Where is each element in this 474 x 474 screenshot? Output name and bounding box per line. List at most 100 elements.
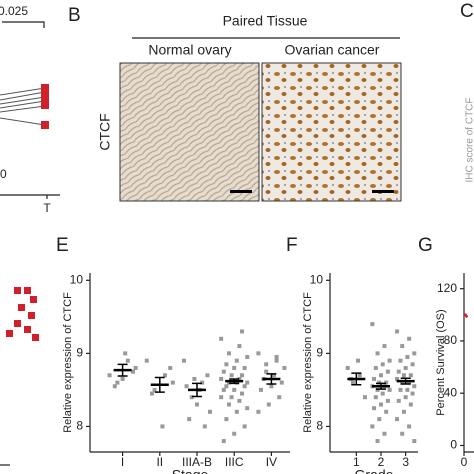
data-point (407, 380, 412, 385)
data-point (189, 395, 194, 400)
axis-title: Percent Survival (OS) (435, 309, 447, 415)
x-tick-label: IIIA-B (182, 455, 212, 469)
data-point (387, 387, 392, 392)
scale-bar (372, 190, 394, 193)
x-tick-label: 2 (378, 455, 385, 469)
panel-label: E (56, 235, 69, 256)
data-point (149, 391, 154, 396)
y-tick-label: 80 (444, 333, 458, 347)
error-bar (400, 377, 411, 385)
axis-title: IHC score of CTCF (465, 97, 474, 182)
y-tick-label: 10 (310, 272, 324, 286)
data-point (400, 431, 405, 436)
data-point (163, 373, 168, 378)
data-point (202, 424, 207, 429)
data-point (412, 351, 417, 356)
y-tick-label: 0 (450, 438, 457, 452)
scale-bar (230, 190, 252, 193)
data-point (226, 380, 231, 385)
data-point (385, 398, 390, 403)
paired-lines (0, 87, 46, 126)
data-point (224, 362, 229, 367)
data-point (232, 431, 237, 436)
data-point (407, 336, 412, 341)
data-point (357, 373, 362, 378)
survival-curve (464, 313, 469, 319)
data-point (279, 380, 284, 385)
data-point (234, 358, 239, 363)
data-point (372, 376, 377, 381)
data-point (405, 355, 410, 360)
data-point (382, 431, 387, 436)
y-tick-label: 120 (437, 281, 457, 295)
data-point (401, 409, 406, 414)
row-label: CTCF (97, 113, 113, 150)
data-point (345, 365, 350, 370)
data-point (375, 439, 380, 444)
data-point (380, 362, 385, 367)
data-point (237, 398, 242, 403)
data-point (219, 395, 224, 400)
data-point (229, 373, 234, 378)
data-point (168, 365, 173, 370)
panel-label: F (286, 235, 298, 256)
y-tick-label: 8 (316, 419, 323, 433)
data-point (395, 329, 400, 334)
data-point (192, 376, 197, 381)
data-point (195, 402, 199, 407)
data-point (379, 373, 383, 378)
data-point (396, 369, 401, 374)
panel-label: C (460, 1, 474, 22)
image-label: Normal ovary (148, 42, 231, 58)
data-point (232, 365, 237, 370)
data-point (240, 329, 245, 334)
p-value: 0.025 (0, 4, 28, 18)
data-point (258, 387, 263, 392)
x-tick-label: 1 (353, 455, 360, 469)
data-point (384, 380, 389, 385)
data-point (407, 424, 412, 429)
data-point (398, 387, 403, 392)
data-point (372, 406, 377, 411)
data-point (398, 358, 403, 363)
data-point (387, 358, 392, 363)
data-point (412, 439, 417, 444)
axis-title: Grade (355, 467, 394, 474)
y-tick-label: 0 (0, 167, 7, 181)
data-point (242, 424, 247, 429)
data-point (269, 384, 274, 389)
data-point (181, 358, 186, 363)
axis-title: Relative expression of CTCF (302, 292, 314, 433)
data-point (107, 373, 112, 378)
bracket (2, 21, 45, 28)
image-label: Ovarian cancer (285, 42, 380, 58)
data-point (208, 409, 213, 414)
data-point (115, 380, 120, 385)
y-tick-label: 9 (76, 346, 83, 360)
x-tick-label: IIIC (225, 455, 244, 469)
data-point (256, 409, 261, 414)
data-point (400, 344, 405, 349)
data-point (219, 336, 224, 341)
data-point (405, 387, 410, 392)
data-point (170, 380, 175, 385)
data-point (152, 387, 157, 392)
data-point (237, 376, 242, 381)
axis-title: Stage (172, 467, 209, 474)
data-point (226, 402, 231, 407)
tissue-image (261, 62, 402, 202)
data-point (237, 344, 242, 349)
data-point (264, 369, 269, 374)
data-point (274, 355, 279, 360)
data-point (370, 424, 375, 429)
data-point (410, 391, 415, 396)
error-bar (351, 372, 362, 386)
data-point (373, 395, 378, 400)
data-point (403, 395, 408, 400)
data-point (362, 395, 367, 400)
y-tick-label: 8 (76, 419, 83, 433)
data-point (395, 376, 400, 381)
data-point (410, 362, 415, 367)
data-point (264, 362, 269, 367)
data-point (408, 373, 413, 378)
